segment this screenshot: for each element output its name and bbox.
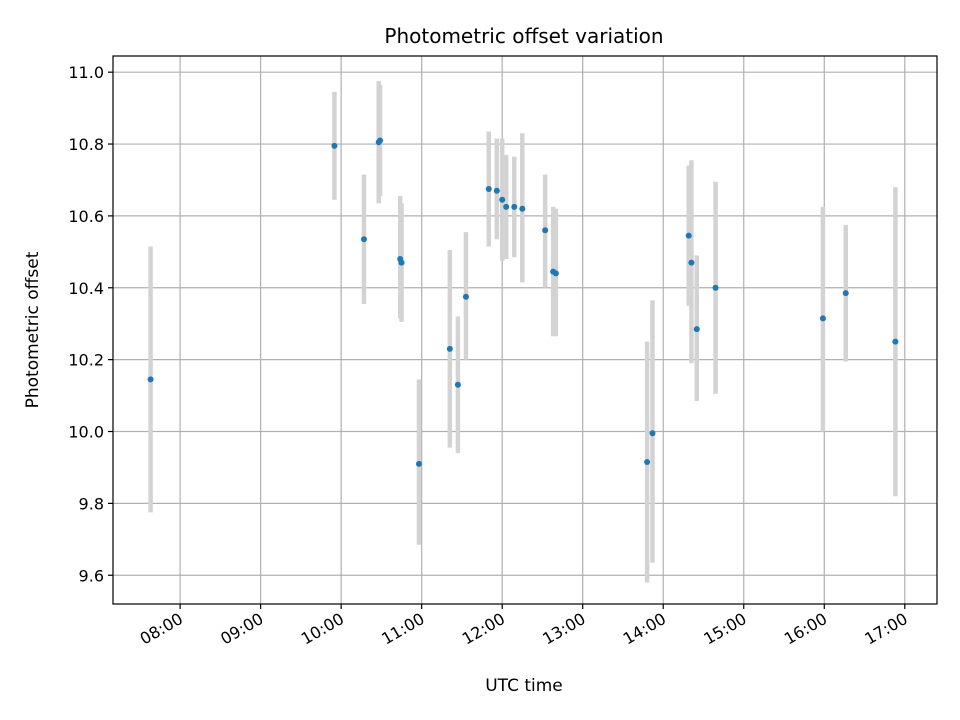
grid-lines: [113, 56, 937, 604]
y-tick-label: 10.4: [68, 279, 104, 298]
data-point: [398, 259, 405, 266]
chart-title: Photometric offset variation: [384, 24, 663, 48]
data-point: [644, 459, 651, 466]
y-axis-ticks: 9.6 9.8 10.0 10.2 10.4 10.6 10.8 11.0: [68, 63, 113, 585]
data-point: [511, 203, 518, 210]
data-point: [552, 270, 559, 277]
data-point: [377, 137, 384, 144]
y-tick-label: 11.0: [68, 63, 104, 82]
data-point: [446, 345, 453, 352]
data-point: [331, 142, 338, 149]
data-point: [503, 203, 510, 210]
data-point: [892, 338, 899, 345]
data-point: [712, 284, 719, 291]
y-tick-label: 10.0: [68, 423, 104, 442]
data-point: [454, 381, 461, 388]
data-point: [649, 430, 656, 437]
data-point: [493, 187, 500, 194]
y-axis-label: Photometric offset: [23, 251, 43, 408]
data-point: [462, 293, 469, 300]
data-point: [519, 205, 526, 212]
y-tick-label: 10.8: [68, 135, 104, 154]
data-point: [147, 376, 154, 383]
data-point: [360, 236, 367, 243]
data-point: [819, 315, 826, 322]
data-point: [542, 227, 549, 234]
data-points: [147, 137, 899, 467]
data-point: [415, 460, 422, 467]
data-point: [499, 196, 506, 203]
data-point: [693, 326, 700, 333]
y-tick-label: 9.8: [79, 494, 104, 513]
data-point: [485, 185, 492, 192]
data-point: [688, 259, 695, 266]
x-axis-label: UTC time: [485, 676, 563, 696]
plot-frame: [112, 55, 938, 605]
y-tick-label: 10.2: [68, 351, 104, 370]
y-tick-label: 10.6: [68, 207, 104, 226]
data-point: [685, 232, 692, 239]
y-tick-label: 9.6: [79, 566, 104, 585]
data-point: [842, 290, 849, 297]
